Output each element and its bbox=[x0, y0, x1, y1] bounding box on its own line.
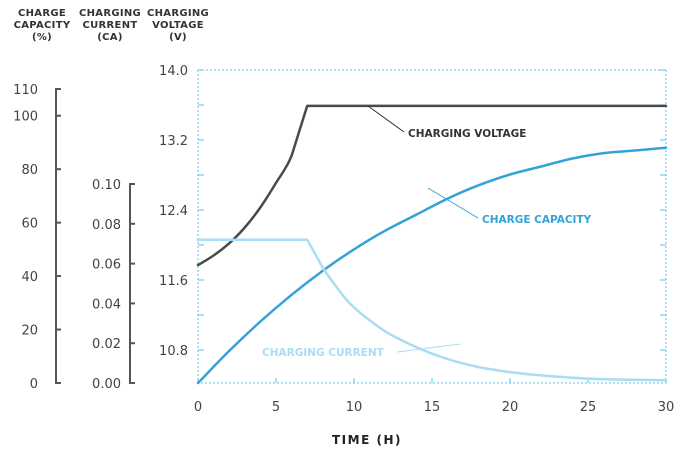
x-axis-title: TIME (H) bbox=[332, 433, 402, 447]
data-series bbox=[196, 104, 668, 385]
current-axis-title-line-2: CURRENT bbox=[83, 20, 138, 31]
current-series-label: CHARGING CURRENT bbox=[262, 347, 385, 359]
current-tick-label-2: 0.04 bbox=[92, 297, 121, 312]
plot-frame bbox=[197, 69, 667, 384]
current-tick-label-1: 0.02 bbox=[92, 337, 121, 352]
capacity-series-line bbox=[196, 146, 668, 385]
x-tick-label-6: 30 bbox=[658, 400, 675, 415]
voltage-series-label: CHARGING VOLTAGE bbox=[408, 128, 526, 140]
current-tick-label-3: 0.06 bbox=[92, 258, 121, 273]
capacity-leader-line bbox=[427, 187, 479, 219]
current-tick-label-5: 0.10 bbox=[92, 178, 121, 193]
axis-headers: CHARGE CAPACITY (%) CHARGING CURRENT (CA… bbox=[14, 8, 209, 43]
voltage-axis-title-line-1: CHARGING bbox=[147, 8, 209, 19]
capacity-tick-label-4: 80 bbox=[21, 163, 38, 178]
x-tick-label-0: 0 bbox=[194, 400, 202, 415]
x-tick-label-2: 10 bbox=[346, 400, 363, 415]
current-axis-title-line-1: CHARGING bbox=[79, 8, 141, 19]
x-tick-label-4: 20 bbox=[502, 400, 519, 415]
capacity-tick-label-3: 60 bbox=[21, 217, 38, 232]
x-tick-label-1: 5 bbox=[272, 400, 280, 415]
capacity-tick-label-0: 0 bbox=[30, 377, 38, 392]
capacity-tick-label-2: 40 bbox=[21, 270, 38, 285]
voltage-tick-label-1: 11.6 bbox=[159, 274, 188, 289]
x-tick-label-5: 25 bbox=[580, 400, 597, 415]
capacity-series-label: CHARGE CAPACITY bbox=[482, 214, 592, 226]
voltage-tick-label-4: 14.0 bbox=[159, 64, 188, 79]
voltage-tick-label-0: 10.8 bbox=[159, 344, 188, 359]
voltage-axis-title-line-3: (V) bbox=[169, 32, 187, 43]
current-series-line bbox=[196, 238, 668, 382]
capacity-tick-label-5: 100 bbox=[13, 110, 38, 125]
voltage-tick-label-3: 13.2 bbox=[159, 134, 188, 149]
voltage-series-line bbox=[196, 104, 668, 267]
voltage-tick-label-2: 12.4 bbox=[159, 204, 188, 219]
axes: 0 5 10 15 20 25 30 0 20 40 60 80 100 110 0.00 0.02 0.04 0… bbox=[13, 64, 674, 415]
plot-grid bbox=[197, 69, 667, 384]
current-tick-label-0: 0.00 bbox=[92, 377, 121, 392]
capacity-tick-label-1: 20 bbox=[21, 324, 38, 339]
voltage-leader-line bbox=[367, 105, 405, 133]
current-tick-label-4: 0.08 bbox=[92, 218, 121, 233]
current-axis-title-line-3: (CA) bbox=[97, 32, 122, 43]
voltage-axis-title-line-2: VOLTAGE bbox=[152, 20, 204, 31]
current-leader-line bbox=[396, 343, 461, 353]
series-annotations: CHARGING VOLTAGE CHARGE CAPACITY CHARGIN… bbox=[262, 105, 592, 359]
x-tick-label-3: 15 bbox=[424, 400, 441, 415]
capacity-axis-title-line-3: (%) bbox=[32, 32, 52, 43]
capacity-tick-label-6: 110 bbox=[13, 83, 38, 98]
capacity-axis-title-line-1: CHARGE bbox=[18, 8, 66, 19]
capacity-axis-title-line-2: CAPACITY bbox=[14, 20, 71, 31]
